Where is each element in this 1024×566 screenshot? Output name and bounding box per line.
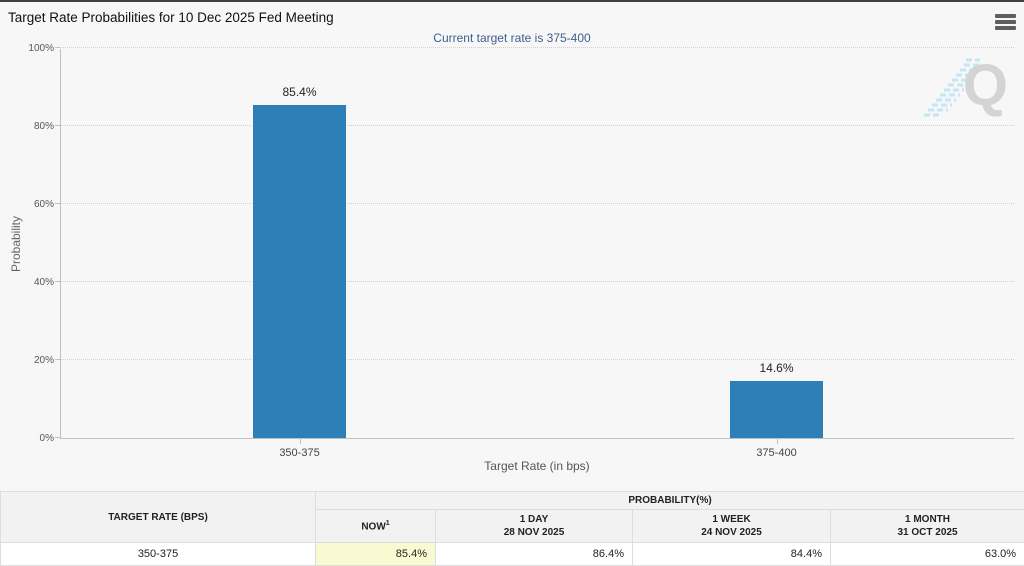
gridline-20% [61, 359, 1014, 360]
y-axis-title: Probability [9, 204, 25, 284]
y-tick-mark [55, 125, 60, 126]
y-tick-mark [55, 359, 60, 360]
menu-bar [995, 20, 1016, 24]
x-axis-title: Target Rate (in bps) [60, 459, 1014, 473]
chart-subtitle: Current target rate is 375-400 [0, 31, 1024, 45]
y-tick-mark [55, 47, 60, 48]
bar-350-375[interactable] [253, 105, 346, 438]
now-label: NOW [361, 521, 385, 532]
table-row: 350-375 85.4% 86.4% 84.4% 63.0% [1, 543, 1024, 566]
now-footnote-marker: 1 [386, 520, 390, 527]
gridline-80% [61, 125, 1014, 126]
period-label: 1 WEEK [633, 513, 830, 526]
period-date: 24 NOV 2025 [633, 526, 830, 539]
period-label: 1 MONTH [831, 513, 1024, 526]
col-header-now: NOW1 [316, 510, 436, 543]
period-date: 28 NOV 2025 [436, 526, 632, 539]
cell-now-probability: 85.4% [316, 543, 436, 566]
gridline-60% [61, 203, 1014, 204]
x-tick-mark [300, 439, 301, 444]
y-tick-label: 0% [4, 433, 54, 444]
x-tick-label: 375-400 [717, 447, 837, 459]
x-tick-mark [777, 439, 778, 444]
cell-1day-probability: 86.4% [436, 543, 633, 566]
col-header-target-rate: TARGET RATE (BPS) [1, 492, 316, 543]
probability-table: TARGET RATE (BPS) PROBABILITY(%) NOW1 1 … [0, 491, 1024, 566]
cell-1week-probability: 84.4% [633, 543, 831, 566]
gridline-100% [61, 47, 1014, 48]
y-tick-label: 80% [4, 121, 54, 132]
y-tick-mark [55, 203, 60, 204]
bar-value-label: 14.6% [737, 361, 817, 375]
cell-1month-probability: 63.0% [831, 543, 1024, 566]
menu-bar [995, 26, 1016, 30]
y-tick-mark [55, 281, 60, 282]
cell-target-rate: 350-375 [1, 543, 316, 566]
menu-bar [995, 14, 1016, 18]
quikstrike-watermark-icon: Q [920, 57, 1012, 123]
col-header-probability-group: PROBABILITY(%) [316, 492, 1024, 510]
period-date: 31 OCT 2025 [831, 526, 1024, 539]
watermark-q-letter: Q [963, 53, 1008, 119]
x-tick-label: 350-375 [240, 447, 360, 459]
period-label: 1 DAY [436, 513, 632, 526]
hamburger-menu-icon[interactable] [994, 11, 1017, 33]
y-tick-label: 100% [4, 43, 54, 54]
y-tick-label: 40% [4, 277, 54, 288]
y-tick-mark [55, 437, 60, 438]
y-tick-label: 20% [4, 355, 54, 366]
col-header-1-day: 1 DAY 28 NOV 2025 [436, 510, 633, 543]
gridline-40% [61, 281, 1014, 282]
bar-chart-plot-area: Q Probability 0%20%40%60%80%100%85.4%350… [60, 49, 1014, 439]
y-tick-label: 60% [4, 199, 54, 210]
bar-375-400[interactable] [730, 381, 823, 438]
col-header-1-week: 1 WEEK 24 NOV 2025 [633, 510, 831, 543]
page-title: Target Rate Probabilities for 10 Dec 202… [8, 10, 334, 25]
bar-value-label: 85.4% [260, 85, 340, 99]
col-header-1-month: 1 MONTH 31 OCT 2025 [831, 510, 1024, 543]
